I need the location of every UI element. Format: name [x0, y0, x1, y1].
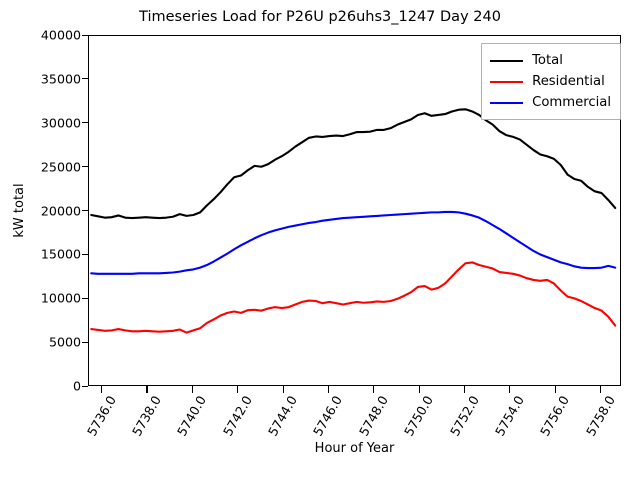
- x-tick-label: 5742.0: [219, 393, 255, 439]
- y-axis-label: kW total: [12, 183, 27, 238]
- x-tick-mark: [146, 386, 148, 393]
- legend-entry-residential: Residential: [490, 71, 611, 92]
- y-tick-label: 5000: [48, 334, 81, 350]
- x-tick-label: 5750.0: [401, 393, 437, 439]
- legend-label-total: Total: [532, 53, 563, 68]
- x-tick-label: 5756.0: [537, 393, 573, 439]
- x-tick-mark: [191, 386, 193, 393]
- x-tick-label: 5738.0: [128, 393, 164, 439]
- x-tick-label: 5752.0: [446, 393, 482, 439]
- y-tick-label: 15000: [40, 246, 81, 262]
- y-tick-mark: [81, 166, 88, 168]
- x-tick-mark: [554, 386, 556, 393]
- y-tick-label: 0: [72, 378, 81, 394]
- y-tick-mark: [81, 122, 88, 124]
- x-tick-mark: [464, 386, 466, 393]
- legend-label-residential: Residential: [532, 74, 605, 89]
- legend-swatch-commercial: [490, 101, 524, 104]
- y-tick-mark: [81, 253, 88, 255]
- y-tick-label: 25000: [40, 159, 81, 175]
- series-line-commercial: [90, 210, 617, 275]
- y-tick-mark: [81, 385, 88, 387]
- y-tick-mark: [81, 341, 88, 343]
- x-tick-mark: [509, 386, 511, 393]
- legend-label-commercial: Commercial: [532, 95, 611, 110]
- x-tick-mark: [600, 386, 602, 393]
- x-tick-mark: [282, 386, 284, 393]
- chart-title: Timeseries Load for P26U p26uhs3_1247 Da…: [139, 9, 501, 25]
- x-tick-mark: [373, 386, 375, 393]
- y-tick-label: 35000: [40, 71, 81, 87]
- x-tick-mark: [101, 386, 103, 393]
- x-tick-label: 5748.0: [355, 393, 391, 439]
- series-line-residential: [90, 261, 617, 334]
- x-tick-label: 5744.0: [265, 393, 301, 439]
- x-tick-mark: [418, 386, 420, 393]
- x-axis-label: Hour of Year: [314, 441, 395, 456]
- y-tick-mark: [81, 210, 88, 212]
- chart-legend: Total Residential Commercial: [481, 43, 621, 120]
- x-tick-mark: [237, 386, 239, 393]
- y-tick-label: 40000: [40, 27, 81, 43]
- y-tick-mark: [81, 297, 88, 299]
- y-tick-label: 10000: [40, 290, 81, 306]
- y-tick-label: 30000: [40, 115, 81, 131]
- x-tick-label: 5736.0: [83, 393, 119, 439]
- y-tick-mark: [81, 34, 88, 36]
- legend-entry-commercial: Commercial: [490, 92, 611, 113]
- x-tick-mark: [327, 386, 329, 393]
- legend-swatch-residential: [490, 80, 524, 83]
- y-tick-label: 20000: [40, 203, 81, 218]
- legend-swatch-total: [490, 59, 524, 62]
- x-tick-label: 5758.0: [582, 393, 618, 439]
- x-tick-label: 5740.0: [174, 393, 210, 439]
- x-tick-label: 5754.0: [491, 393, 527, 439]
- legend-entry-total: Total: [490, 50, 611, 71]
- y-tick-mark: [81, 78, 88, 80]
- series-line-total: [90, 108, 617, 220]
- x-tick-label: 5746.0: [310, 393, 346, 439]
- y-axis-label-wrap: kW total: [12, 35, 34, 386]
- series-canvas: [90, 108, 617, 334]
